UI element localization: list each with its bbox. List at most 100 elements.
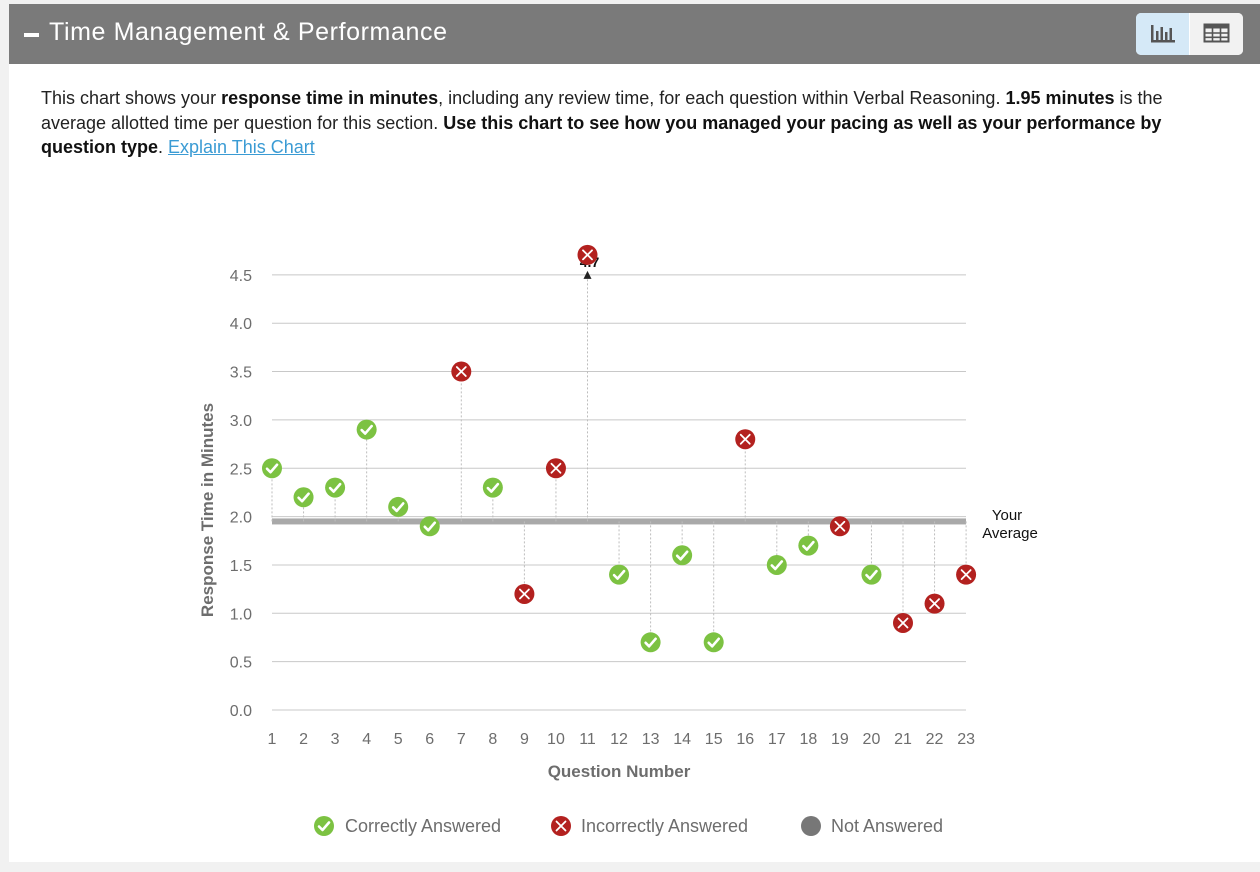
check-icon [865,569,878,580]
data-point-correct [703,632,724,653]
overflow-arrow [583,270,592,279]
explain-chart-link[interactable]: Explain This Chart [168,137,315,157]
check-icon [707,637,720,648]
view-toggle[interactable] [1136,13,1243,55]
correct-marker-circle [766,554,787,575]
x-tick-label: 22 [926,731,944,748]
check-icon [391,502,405,513]
cross-icon [555,820,567,832]
x-tick-label: 9 [520,731,529,748]
x-tick-label: 23 [957,731,975,748]
table-view-button[interactable] [1190,13,1243,55]
desc-bold-1: response time in minutes [221,88,439,108]
check-icon [770,560,784,571]
x-tick-label: 4 [362,731,371,748]
check-icon [644,637,657,648]
legend-label: Correctly Answered [345,816,501,836]
x-tick-label: 1 [268,731,277,748]
correct-marker-circle [293,487,314,508]
cross-icon [455,366,467,377]
desc-text-3: is the average allotted time per questio… [41,88,1163,133]
y-tick-label: 2.0 [230,510,252,527]
section-header[interactable]: Time Management & Performance [9,4,1260,64]
bar-chart-icon [1151,25,1175,43]
cross-icon [897,617,909,629]
data-point-correct [672,545,693,566]
correct-marker-circle [482,477,503,498]
x-tick-label: 10 [547,731,565,748]
data-point-incorrect [577,244,598,265]
desc-bold-3: Use this chart to see how you managed yo… [41,112,1162,158]
y-tick-label: 3.0 [230,413,252,430]
correct-marker-circle [672,545,693,566]
x-tick-label: 8 [488,731,497,748]
cross-icon [582,249,593,261]
check-icon [423,521,437,532]
data-point-correct [798,535,819,556]
correct-marker-circle [861,564,882,585]
desc-bold-2: 1.95 minutes [1005,88,1115,108]
data-point-incorrect [545,458,566,479]
desc-text-2: , including any review time, for each qu… [438,88,1006,108]
section-title: Time Management & Performance [49,18,448,46]
data-point-correct [262,458,282,479]
data-point-incorrect [893,612,913,633]
x-axis-title: Question Number [548,762,691,781]
x-tick-label: 15 [705,731,723,748]
x-tick-label: 2 [299,731,308,748]
x-tick-label: 7 [457,731,466,748]
y-tick-label: 0.5 [230,655,252,672]
data-point-correct [861,564,882,585]
legend-label: Incorrectly Answered [581,816,748,836]
correct-marker-circle [314,816,334,836]
data-point-incorrect [829,516,850,537]
correct-marker-circle [798,535,819,556]
x-tick-label: 6 [425,731,434,748]
data-point-incorrect [924,593,945,614]
check-icon [486,482,500,493]
performance-card: Time Management & Performance [9,4,1260,862]
data-point-correct [640,632,661,653]
check-icon [297,492,310,503]
check-icon [317,821,331,832]
x-tick-label: 20 [863,731,881,748]
cross-icon [929,598,940,610]
cross-icon [834,520,846,532]
legend-incorrect-icon [551,816,571,836]
cross-icon [960,569,972,581]
data-point-correct [293,487,314,508]
data-point-correct [419,516,440,537]
y-tick-label: 4.0 [230,316,252,333]
data-point-incorrect [451,361,472,382]
x-tick-label: 11 [579,731,596,748]
y-axis-title: Response Time in Minutes [198,403,217,617]
desc-text-1: This chart shows your [41,88,222,108]
correct-marker-circle [703,632,724,653]
check-icon [328,482,342,493]
chart-view-button[interactable] [1136,13,1189,55]
y-tick-label: 0.0 [230,703,252,720]
average-label: Average [982,525,1038,542]
y-tick-label: 4.5 [230,268,252,285]
x-tick-label: 12 [610,731,628,748]
x-tick-label: 3 [331,731,340,748]
correct-marker-circle [325,477,346,498]
correct-marker-circle [640,632,661,653]
correct-marker-circle [262,458,282,479]
cross-icon [550,462,562,474]
y-tick-label: 2.5 [230,461,252,478]
collapse-icon[interactable] [24,33,39,37]
data-point-incorrect [514,583,535,604]
legend-correct-icon [314,816,334,836]
data-point-correct [356,419,377,440]
y-tick-label: 3.5 [230,365,252,382]
correct-marker-circle [419,516,440,537]
cross-icon [519,588,530,600]
data-point-incorrect [956,564,977,585]
x-tick-label: 5 [394,731,403,748]
correct-marker-circle [356,419,377,440]
legend-unanswered-icon [801,816,821,836]
cross-icon [739,433,751,445]
x-tick-label: 17 [768,731,786,748]
